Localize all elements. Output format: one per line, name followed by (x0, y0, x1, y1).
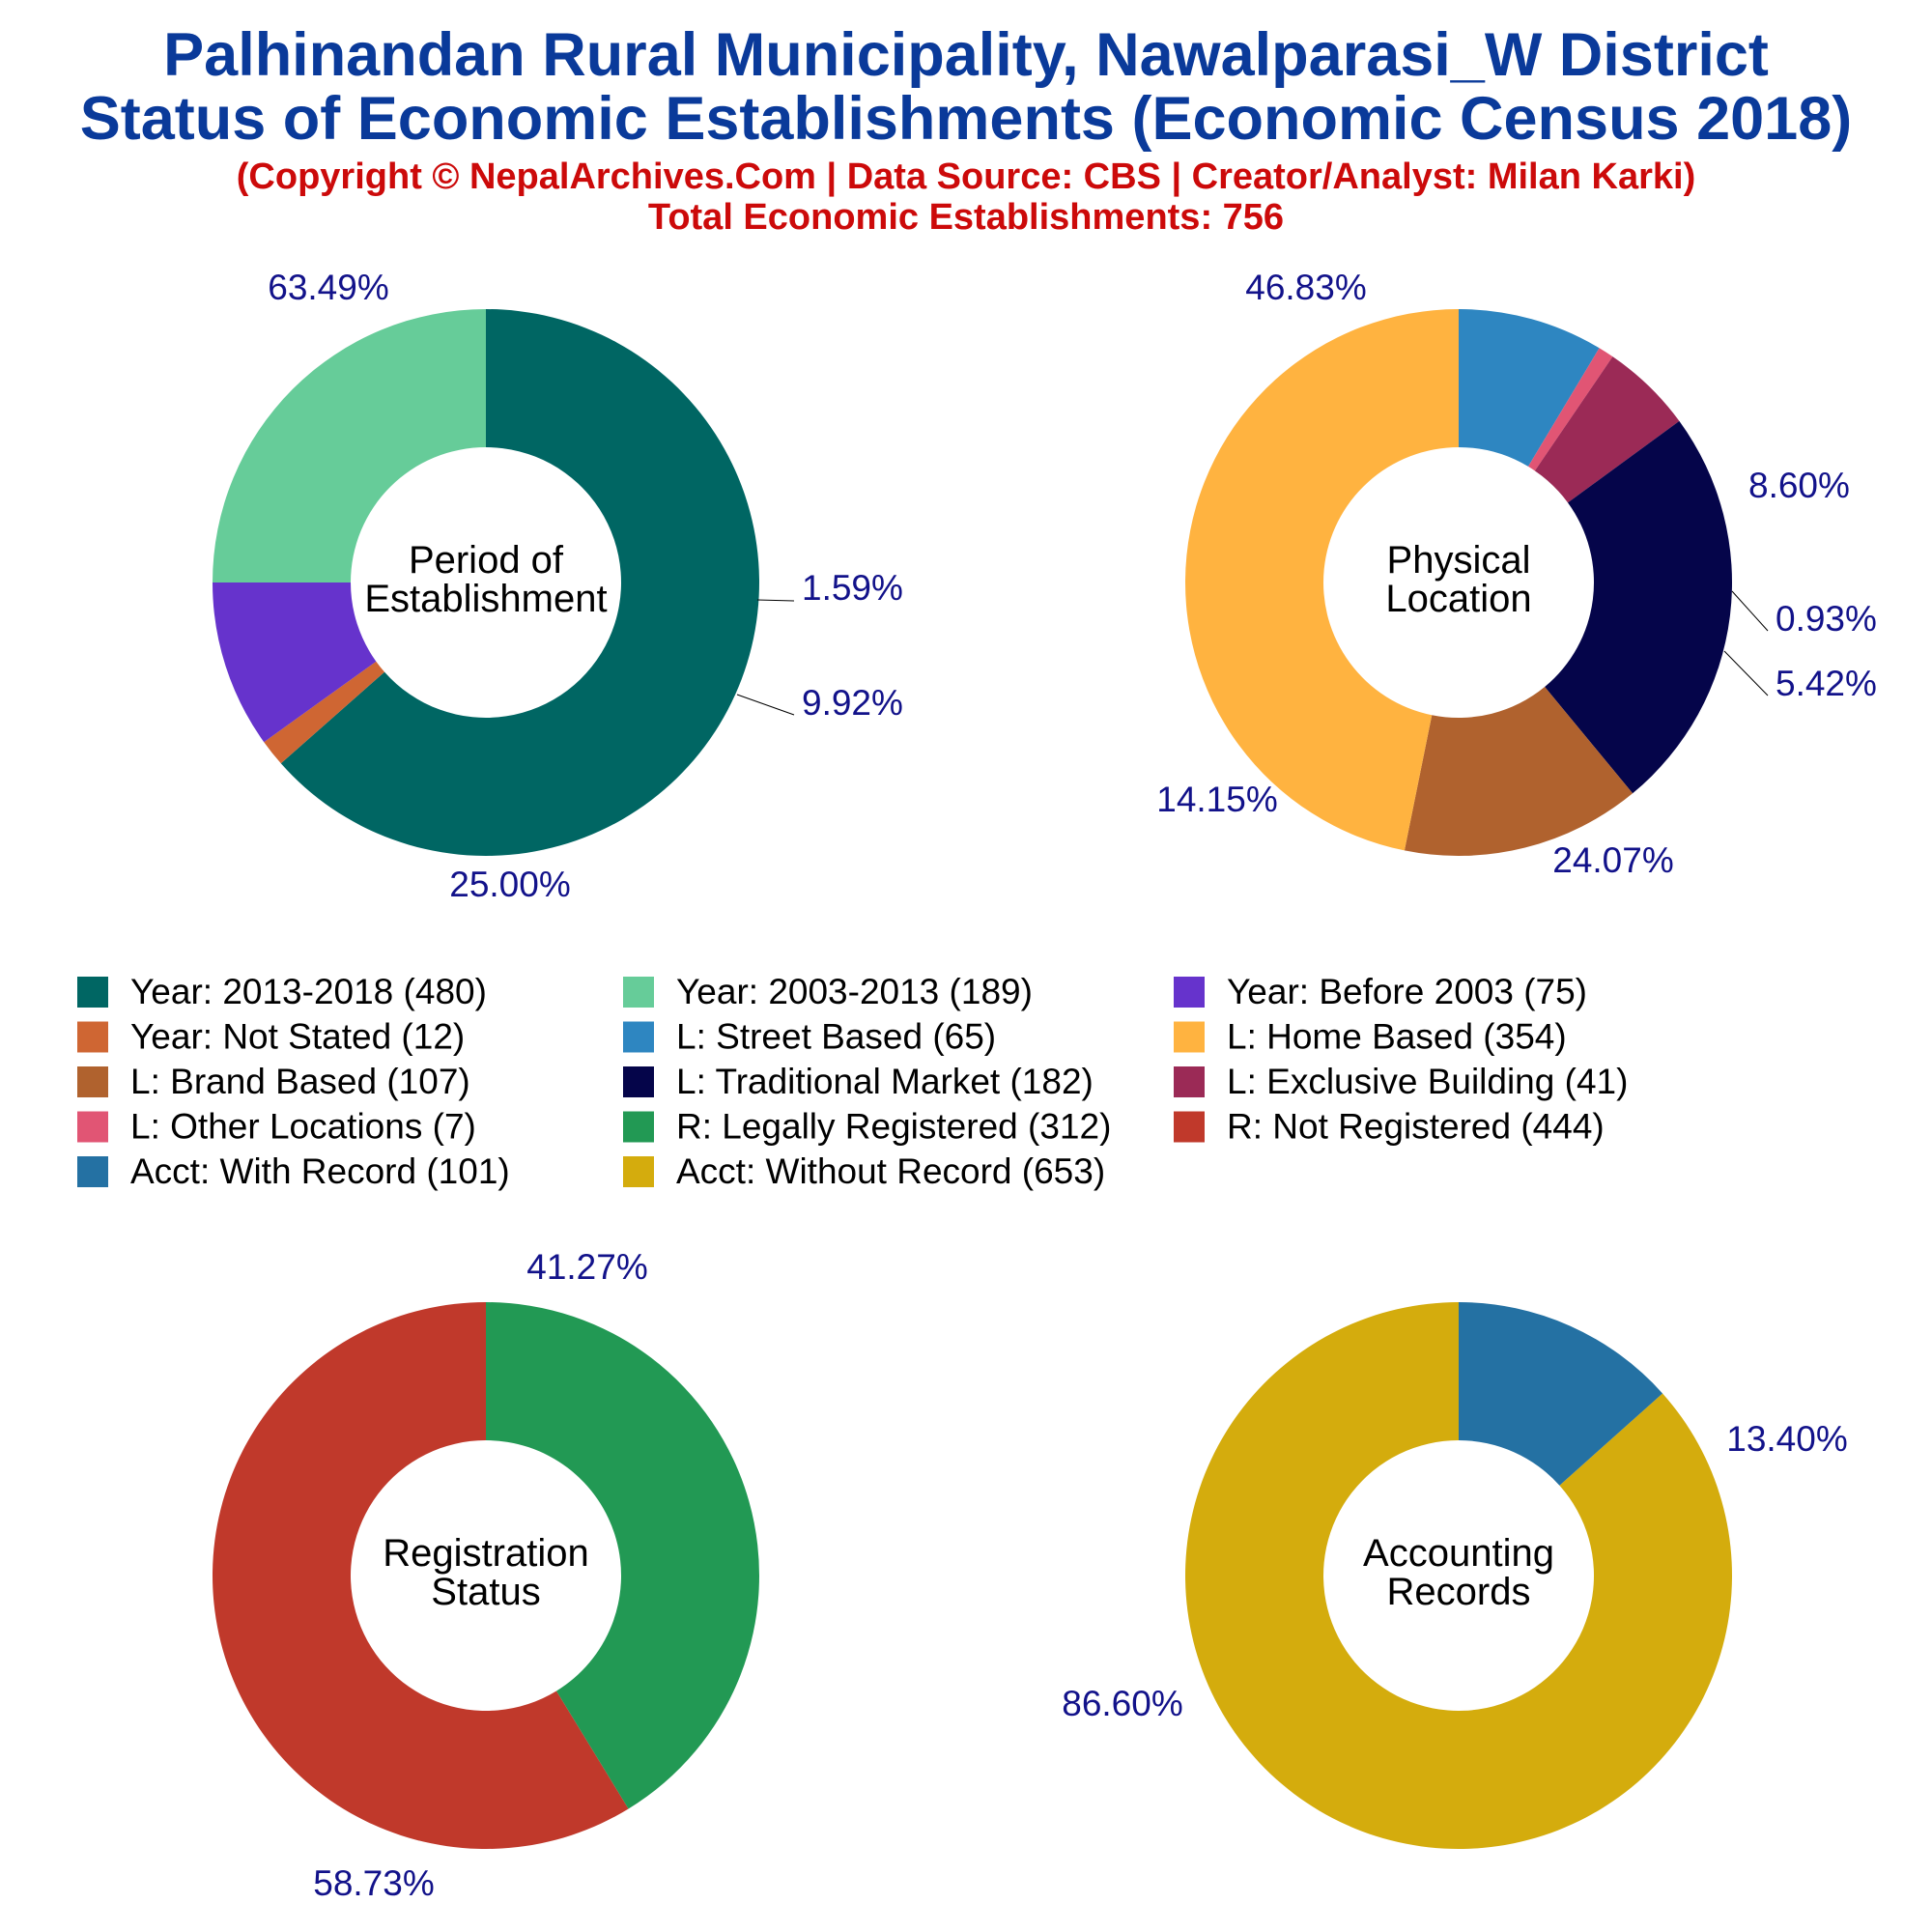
legend-swatch-year-before-2003-75 (1174, 977, 1205, 1008)
leader-line-year-before-2003 (736, 694, 795, 716)
slice-year-2013-2018 (280, 309, 760, 857)
donut-chart-physical-location: 8.60% 0.93% 5.42% 24.07% 14.15% 46.83% Physica… (1156, 268, 1877, 880)
center-label-line: Registration (383, 1532, 588, 1575)
legend-label-l-traditional-market-182: L: Traditional Market (182) (676, 1062, 1094, 1101)
center-label-line: Status (431, 1571, 540, 1613)
center-label-line: Accounting (1363, 1532, 1554, 1575)
legend-swatch-year-2003-2013-189 (623, 977, 654, 1008)
legend-swatch-l-street-based-65 (623, 1021, 654, 1053)
legend-swatch-year-2013-2018-480 (77, 977, 108, 1008)
legend-label-l-home-based-354: L: Home Based (354) (1227, 1017, 1567, 1057)
donut-chart-period-of-establishment: 63.49% 1.59% 9.92% 25.00% Period ofEstablish… (213, 268, 903, 904)
legend-label-acct-without-record-653: Acct: Without Record (653) (676, 1151, 1105, 1191)
legend-swatch-r-not-registered-444 (1174, 1111, 1205, 1143)
legend-label-r-legally-registered-312: R: Legally Registered (312) (676, 1107, 1111, 1147)
slice-r-legally-registered (486, 1302, 760, 1809)
legend-swatch-l-brand-based-107 (77, 1066, 108, 1097)
slice-l-other-locations (1528, 348, 1613, 471)
percent-label-year-before-2003: 9.92% (802, 683, 903, 723)
legend: Year: 2013-2018 (480) Year: 2003-2013 (18… (77, 972, 1628, 1191)
legend-swatch-l-traditional-market-182 (623, 1066, 654, 1097)
legend-label-l-street-based-65: L: Street Based (65) (676, 1017, 996, 1057)
slice-l-brand-based (1404, 686, 1634, 856)
slice-l-exclusive-building (1534, 356, 1680, 503)
legend-label-year-2003-2013-189: Year: 2003-2013 (189) (676, 972, 1033, 1011)
legend-label-year-not-stated-12: Year: Not Stated (12) (130, 1017, 465, 1057)
legend-label-l-brand-based-107: L: Brand Based (107) (130, 1062, 470, 1101)
slice-acct-without-record (1185, 1302, 1732, 1849)
slice-year-2003-2013 (213, 309, 486, 582)
percent-label-acct-without-record: 86.60% (1062, 1684, 1183, 1723)
chart-subtitle-copyright: (Copyright © NepalArchives.Com | Data So… (237, 156, 1695, 197)
slice-l-traditional-market (1545, 420, 1732, 794)
chart-title-line2: Status of Economic Establishments (Econo… (80, 85, 1852, 153)
legend-label-year-before-2003-75: Year: Before 2003 (75) (1227, 972, 1587, 1011)
slice-acct-with-record (1459, 1302, 1663, 1486)
percent-label-year-2013-2018: 63.49% (268, 268, 389, 307)
legend-label-l-other-locations-7: L: Other Locations (7) (130, 1107, 476, 1147)
legend-swatch-r-legally-registered-312 (623, 1111, 654, 1143)
leader-line-l-other-locations (1731, 590, 1769, 632)
percent-label-l-brand-based: 14.15% (1156, 780, 1278, 819)
percent-label-l-street-based: 8.60% (1748, 466, 1850, 505)
slice-year-not-stated (264, 661, 385, 764)
leader-line-year-not-stated (756, 599, 795, 602)
legend-label-l-exclusive-building-41: L: Exclusive Building (41) (1227, 1062, 1628, 1101)
legend-swatch-year-not-stated-12 (77, 1021, 108, 1053)
percent-label-year-not-stated: 1.59% (802, 568, 903, 608)
legend-swatch-l-exclusive-building-41 (1174, 1066, 1205, 1097)
percent-label-r-not-registered: 58.73% (313, 1863, 435, 1903)
slice-l-home-based (1185, 308, 1459, 851)
slice-year-before-2003 (213, 582, 377, 743)
chart-title-line1: Palhinandan Rural Municipality, Nawalpar… (163, 21, 1769, 89)
percent-label-l-other-locations: 0.93% (1776, 599, 1877, 639)
center-label-line: Establishment (364, 578, 607, 620)
center-label-line: Location (1385, 578, 1531, 620)
legend-swatch-l-other-locations-7 (77, 1111, 108, 1143)
percent-label-l-traditional-market: 24.07% (1552, 840, 1674, 880)
center-label-line: Period of (409, 539, 564, 582)
slice-r-not-registered (213, 1302, 629, 1849)
chart-subtitle-total: Total Economic Establishments: 756 (648, 197, 1284, 238)
legend-label-year-2013-2018-480: Year: 2013-2018 (480) (130, 972, 487, 1011)
legend-swatch-l-home-based-354 (1174, 1021, 1205, 1053)
slice-l-street-based (1459, 309, 1600, 467)
percent-label-l-exclusive-building: 5.42% (1776, 664, 1877, 703)
legend-swatch-acct-without-record-653 (623, 1156, 654, 1187)
donut-charts: 63.49% 1.59% 9.92% 25.00% Period ofEstablish… (213, 268, 1877, 1903)
legend-label-r-not-registered-444: R: Not Registered (444) (1227, 1107, 1605, 1147)
percent-label-l-home-based: 46.83% (1245, 268, 1367, 307)
center-label-line: Records (1387, 1571, 1531, 1613)
percent-label-acct-with-record: 13.40% (1726, 1419, 1848, 1459)
legend-swatch-acct-with-record-101 (77, 1156, 108, 1187)
center-label-line: Physical (1387, 539, 1531, 582)
leader-line-l-exclusive-building (1723, 650, 1769, 696)
percent-label-year-2003-2013: 25.00% (449, 865, 571, 904)
percent-label-r-legally-registered: 41.27% (526, 1247, 648, 1287)
legend-label-acct-with-record-101: Acct: With Record (101) (130, 1151, 510, 1191)
